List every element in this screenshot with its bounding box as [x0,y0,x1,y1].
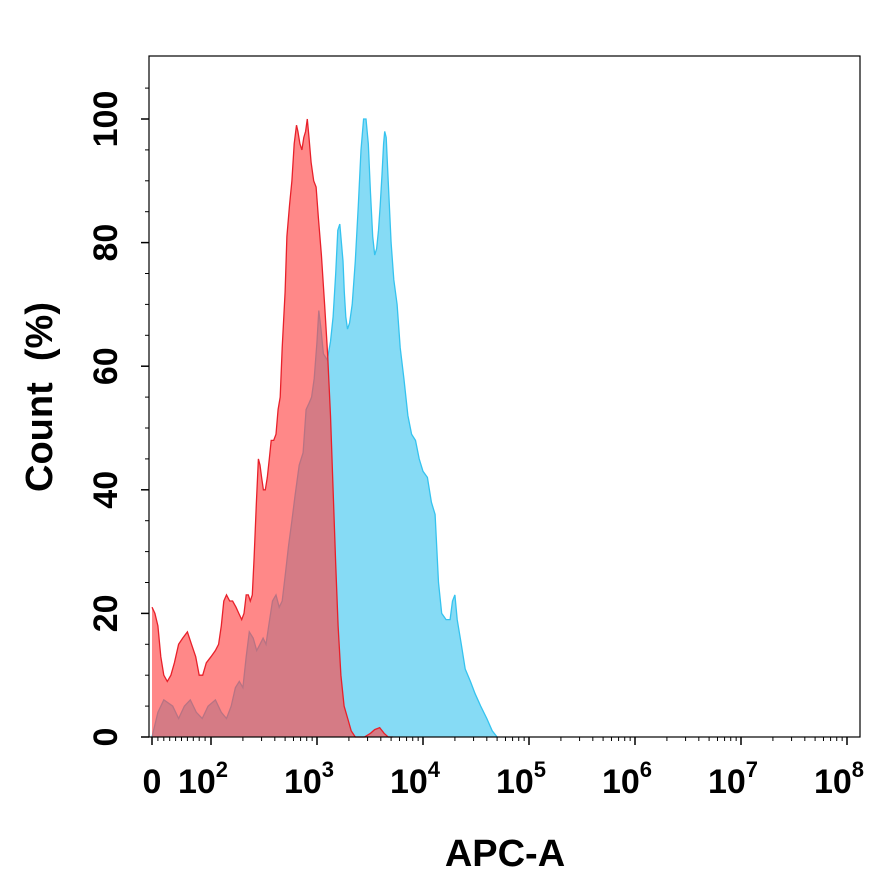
y-tick-label-80: 80 [87,224,125,262]
x-tick-exponent: 5 [534,757,546,782]
x-tick-label: 103 [284,757,334,801]
x-tick-exponent: 4 [428,757,441,782]
y-axis-title: Count (%) [19,302,61,492]
x-tick-label: 104 [390,757,441,801]
x-tick-label: 106 [602,757,652,801]
x-tick-exponent: 6 [640,757,652,782]
x-tick-label: 0 [143,763,162,801]
x-tick-label: 108 [814,757,864,801]
series-2-area [152,119,393,737]
plot-frame [148,55,861,738]
x-tick-exponent: 2 [216,757,228,782]
x-tick-exponent: 3 [322,757,334,782]
x-tick-label: 102 [178,757,228,801]
x-tick-label: 107 [708,757,758,801]
y-tick-label-60: 60 [87,347,125,385]
x-tick-exponent: 8 [852,757,864,782]
x-tick-label: 105 [496,757,546,801]
x-axis-title: APC-A [445,833,565,875]
y-tick-label-20: 20 [87,594,125,632]
series-layer [151,118,498,738]
x-tick-exponent: 7 [746,757,758,782]
y-tick-label-40: 40 [87,471,125,509]
series-2-line [151,118,393,738]
y-tick-label-100: 100 [87,91,125,148]
y-tick-label-0: 0 [87,728,125,747]
